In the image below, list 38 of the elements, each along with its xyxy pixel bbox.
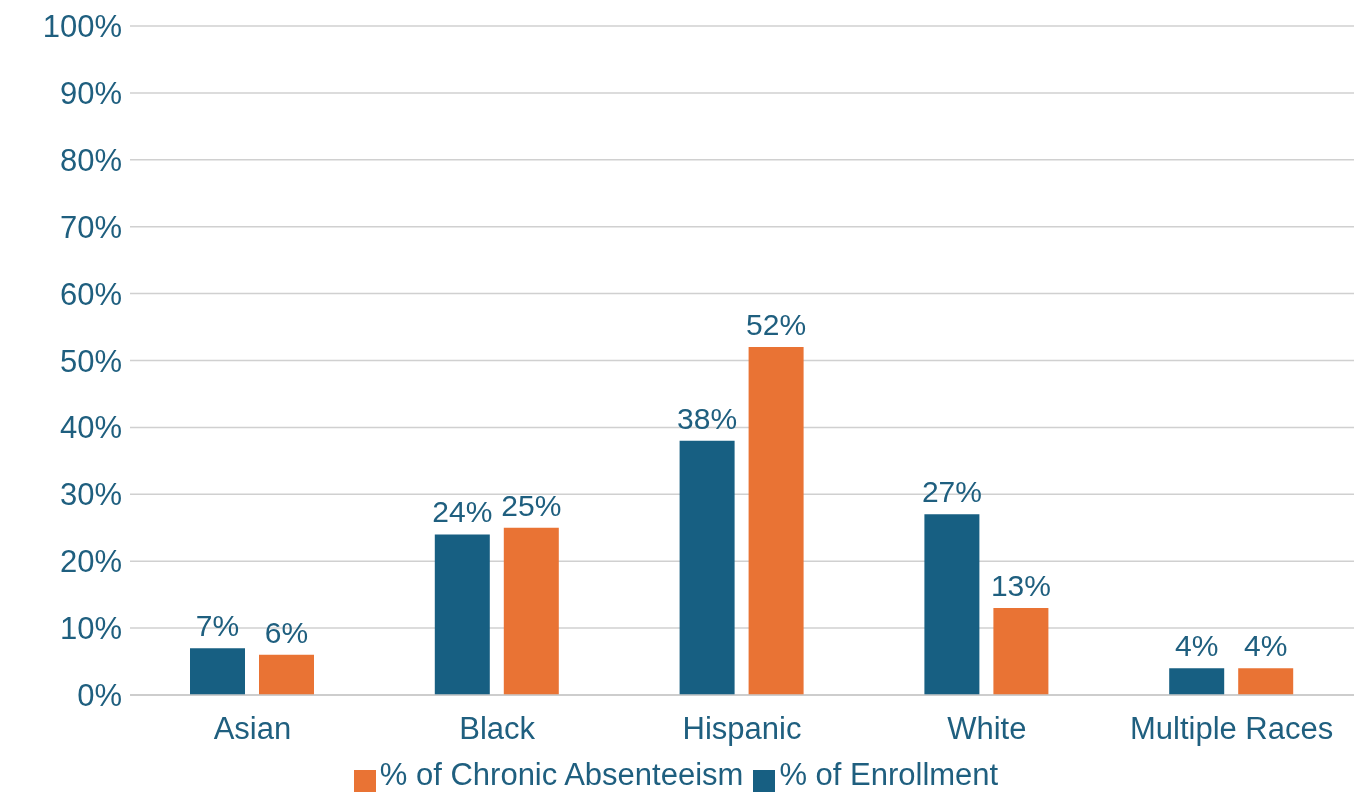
- data-label: 4%: [1175, 629, 1219, 663]
- y-tick-label: 80%: [59, 142, 122, 178]
- bar: [993, 608, 1049, 695]
- y-tick-label: 100%: [42, 9, 122, 45]
- data-label: 4%: [1244, 629, 1288, 663]
- bar: [190, 648, 245, 695]
- y-tick-label: 90%: [59, 75, 122, 111]
- x-tick-label: Hispanic: [682, 711, 802, 747]
- x-tick-label: White: [947, 711, 1027, 747]
- y-tick-label: 20%: [59, 544, 122, 580]
- bar: [748, 347, 804, 695]
- bar: [259, 654, 314, 695]
- data-label: 38%: [677, 401, 738, 435]
- bar: [924, 514, 980, 695]
- y-tick-label: 50%: [59, 343, 122, 379]
- bar: [503, 527, 559, 695]
- y-tick-label: 60%: [59, 276, 122, 312]
- y-tick-label: 40%: [59, 410, 122, 446]
- data-label: 7%: [195, 609, 240, 643]
- data-label: 13%: [990, 569, 1051, 603]
- legend-label: % of Enrollment: [779, 757, 999, 792]
- data-label: 27%: [921, 475, 982, 509]
- bar: [434, 534, 490, 695]
- x-tick-label: Asian: [213, 711, 292, 747]
- y-tick-label: 30%: [59, 477, 122, 513]
- data-label: 25%: [501, 488, 562, 522]
- x-tick-label: Black: [459, 711, 536, 747]
- y-tick-label: 70%: [59, 209, 122, 245]
- y-tick-label: 10%: [59, 611, 122, 647]
- x-tick-label: Multiple Races: [1129, 711, 1334, 747]
- data-label: 24%: [432, 495, 493, 529]
- bar: [679, 440, 735, 695]
- data-label: 52%: [746, 308, 807, 342]
- bar: [1169, 668, 1225, 695]
- data-label: 6%: [264, 615, 309, 649]
- y-tick-label: 0%: [77, 678, 122, 714]
- legend-label: % of Chronic Absenteeism: [379, 757, 744, 792]
- bar: [1238, 668, 1294, 695]
